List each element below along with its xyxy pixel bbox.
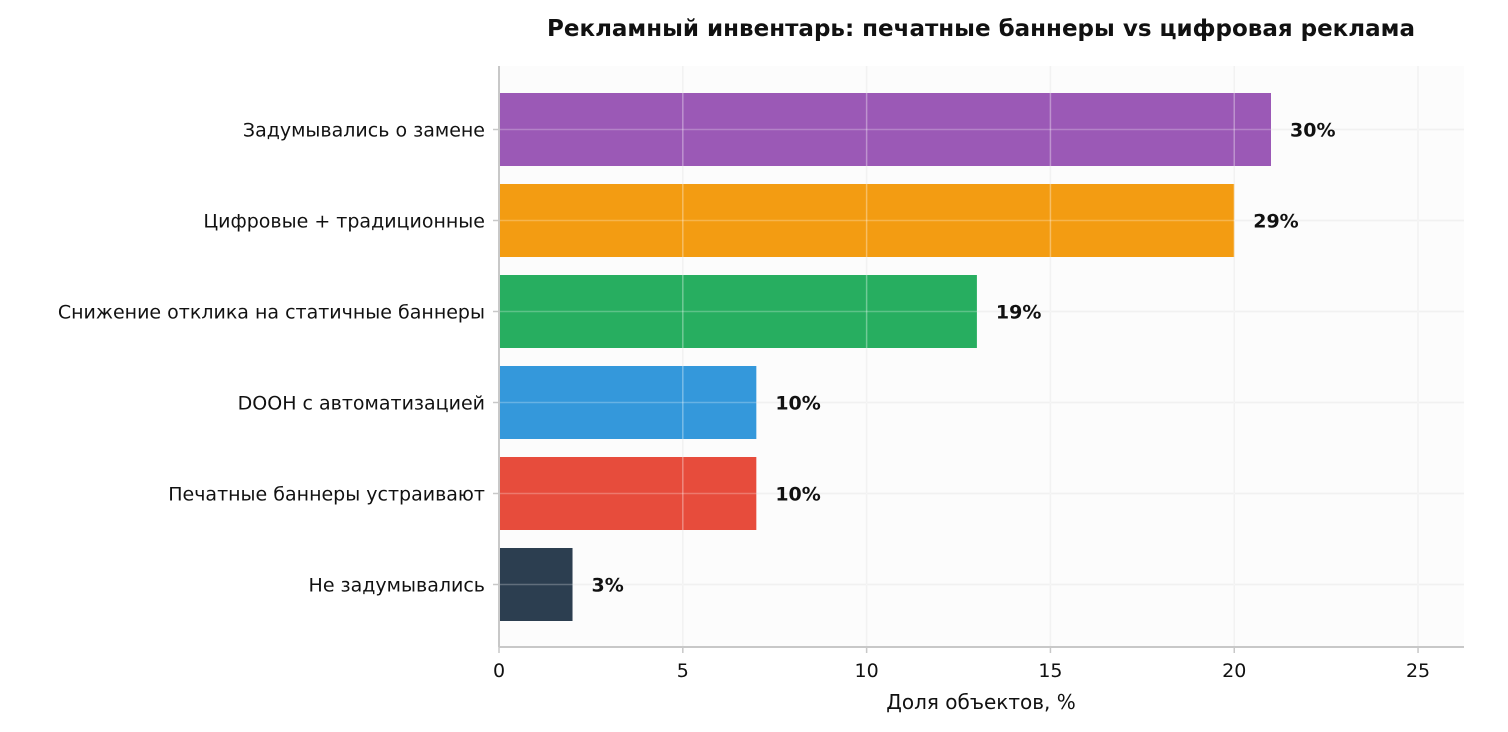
x-axis-title: Доля объектов, %: [886, 690, 1076, 714]
x-tick-label: 15: [1038, 660, 1062, 682]
y-tick-label: Задумывались о замене: [243, 120, 485, 142]
bars: [499, 93, 1271, 621]
x-tick-label: 20: [1222, 660, 1246, 682]
labels: Задумывались о замене Цифровые + традицио…: [58, 120, 1430, 683]
x-tick-label: 0: [493, 660, 505, 682]
bar: [499, 548, 573, 621]
data-label: 10%: [775, 393, 820, 415]
x-tick-label: 10: [855, 660, 879, 682]
data-label: 19%: [996, 302, 1041, 324]
bar: [499, 366, 757, 439]
data-label: 3%: [592, 575, 624, 597]
x-tick-label: 25: [1406, 660, 1430, 682]
y-tick-label: Снижение отклика на статичные баннеры: [58, 302, 485, 324]
bar: [499, 184, 1235, 257]
data-label: 30%: [1290, 120, 1335, 142]
bar: [499, 275, 977, 348]
data-label: 10%: [775, 484, 820, 506]
bar: [499, 93, 1271, 166]
data-label: 29%: [1253, 211, 1298, 233]
y-tick-label: Не задумывались: [309, 575, 485, 597]
y-tick-label: DOOH с автоматизацией: [238, 393, 485, 415]
bar: [499, 457, 757, 530]
axes: [493, 66, 1464, 653]
chart-title: Рекламный инвентарь: печатные баннеры vs…: [547, 16, 1415, 42]
y-tick-label: Цифровые + традиционные: [203, 211, 485, 233]
y-tick-label: Печатные баннеры устраивают: [168, 484, 485, 506]
x-tick-label: 5: [677, 660, 689, 682]
